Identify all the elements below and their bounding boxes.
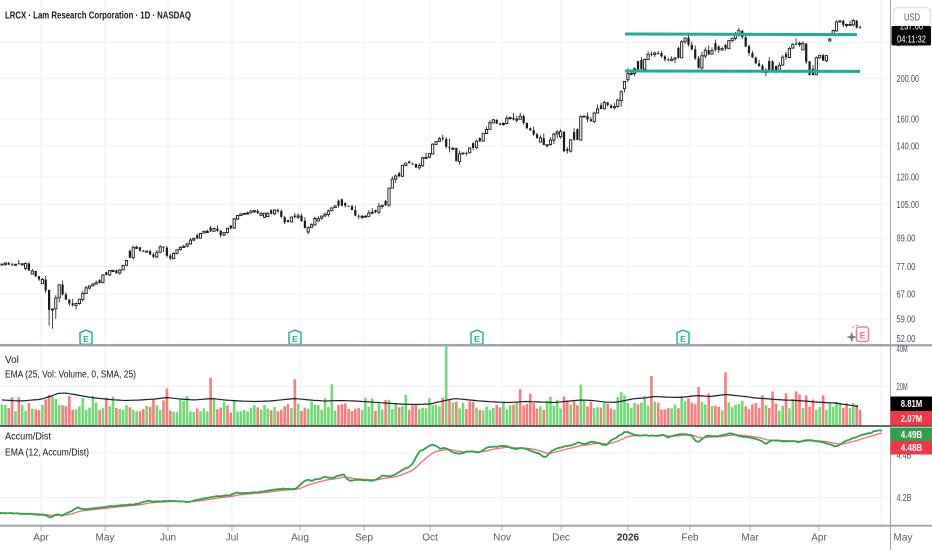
svg-text:E: E xyxy=(859,331,865,341)
svg-text:Sep: Sep xyxy=(355,533,373,544)
svg-text:Vol: Vol xyxy=(5,355,19,366)
svg-text:105.00: 105.00 xyxy=(897,200,920,211)
svg-text:4.49B: 4.49B xyxy=(901,430,923,441)
svg-text:89.00: 89.00 xyxy=(897,234,916,245)
svg-text:Mar: Mar xyxy=(741,533,759,544)
svg-text:77.00: 77.00 xyxy=(897,262,916,273)
svg-text:2026: 2026 xyxy=(617,533,640,544)
svg-text:04:11:32: 04:11:32 xyxy=(897,35,926,46)
svg-text:Jun: Jun xyxy=(160,533,176,544)
svg-text:E: E xyxy=(680,334,686,344)
svg-text:67.00: 67.00 xyxy=(897,290,916,301)
svg-text:EMA (25, Vol: Volume, 0, SMA,: EMA (25, Vol: Volume, 0, SMA, 25) xyxy=(5,370,136,381)
svg-text:Aug: Aug xyxy=(291,533,309,544)
svg-text:Apr: Apr xyxy=(811,533,827,544)
svg-text:E: E xyxy=(292,334,298,344)
svg-text:2.07M: 2.07M xyxy=(901,414,923,425)
svg-text:Accum/Dist: Accum/Dist xyxy=(5,432,51,443)
svg-text:140.00: 140.00 xyxy=(897,142,920,153)
svg-text:20M: 20M xyxy=(897,382,908,393)
svg-text:59.00: 59.00 xyxy=(897,315,916,326)
svg-text:Nov: Nov xyxy=(493,533,511,544)
svg-text:USD: USD xyxy=(904,12,920,24)
svg-text:EMA (12, Accum/Dist): EMA (12, Accum/Dist) xyxy=(5,448,89,459)
svg-text:Jul: Jul xyxy=(226,533,239,544)
svg-text:E: E xyxy=(83,334,89,344)
svg-text:52.00: 52.00 xyxy=(897,334,916,345)
svg-text:237.60: 237.60 xyxy=(900,22,923,33)
svg-text:Oct: Oct xyxy=(422,533,438,544)
svg-text:Feb: Feb xyxy=(681,533,699,544)
svg-text:Dec: Dec xyxy=(552,533,570,544)
svg-text:4.4B: 4.4B xyxy=(897,451,912,462)
svg-text:8.81M: 8.81M xyxy=(901,399,923,410)
svg-text:May: May xyxy=(894,533,913,544)
svg-text:Apr: Apr xyxy=(33,533,49,544)
svg-text:200.00: 200.00 xyxy=(897,74,920,85)
svg-text:4.2B: 4.2B xyxy=(897,493,912,504)
svg-text:May: May xyxy=(96,533,115,544)
svg-text:120.00: 120.00 xyxy=(897,173,920,184)
svg-text:LRCX · Lam Research Corporatio: LRCX · Lam Research Corporation · 1D · N… xyxy=(5,10,191,22)
svg-text:40M: 40M xyxy=(897,344,908,355)
svg-text:4.48B: 4.48B xyxy=(901,443,923,454)
svg-text:E: E xyxy=(474,334,480,344)
svg-text:160.00: 160.00 xyxy=(897,115,920,126)
